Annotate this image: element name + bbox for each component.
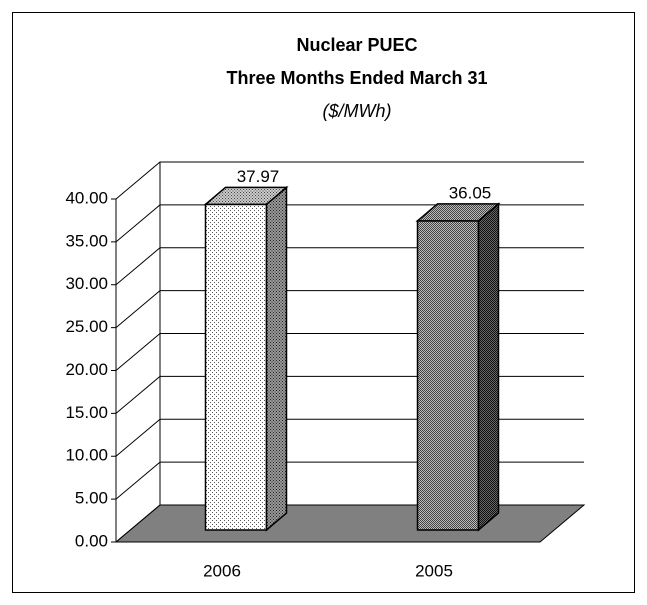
bar-side — [265, 185, 288, 532]
y-tick-label: 40.00 — [65, 188, 108, 207]
grid-line — [115, 161, 584, 200]
value-label: 36.05 — [449, 183, 492, 202]
chart-title: Nuclear PUEC — [296, 35, 417, 55]
chart-title: Three Months Ended March 31 — [226, 68, 487, 88]
x-tick-label: 2006 — [203, 561, 241, 580]
floor — [114, 504, 586, 543]
bar-front — [204, 203, 268, 531]
y-tick-label: 20.00 — [65, 360, 108, 379]
x-tick-label: 2005 — [415, 561, 453, 580]
bar-front — [416, 220, 480, 531]
y-tick-label: 30.00 — [65, 274, 108, 293]
y-tick-label: 0.00 — [75, 531, 108, 550]
y-tick-label: 15.00 — [65, 403, 108, 422]
y-tick-label: 35.00 — [65, 231, 108, 250]
y-tick-label: 10.00 — [65, 446, 108, 465]
chart-subtitle: ($/MWh) — [323, 101, 392, 121]
value-label: 37.97 — [237, 167, 280, 186]
bar-side — [477, 202, 500, 532]
y-tick-label: 25.00 — [65, 317, 108, 336]
y-tick-label: 5.00 — [75, 489, 108, 508]
